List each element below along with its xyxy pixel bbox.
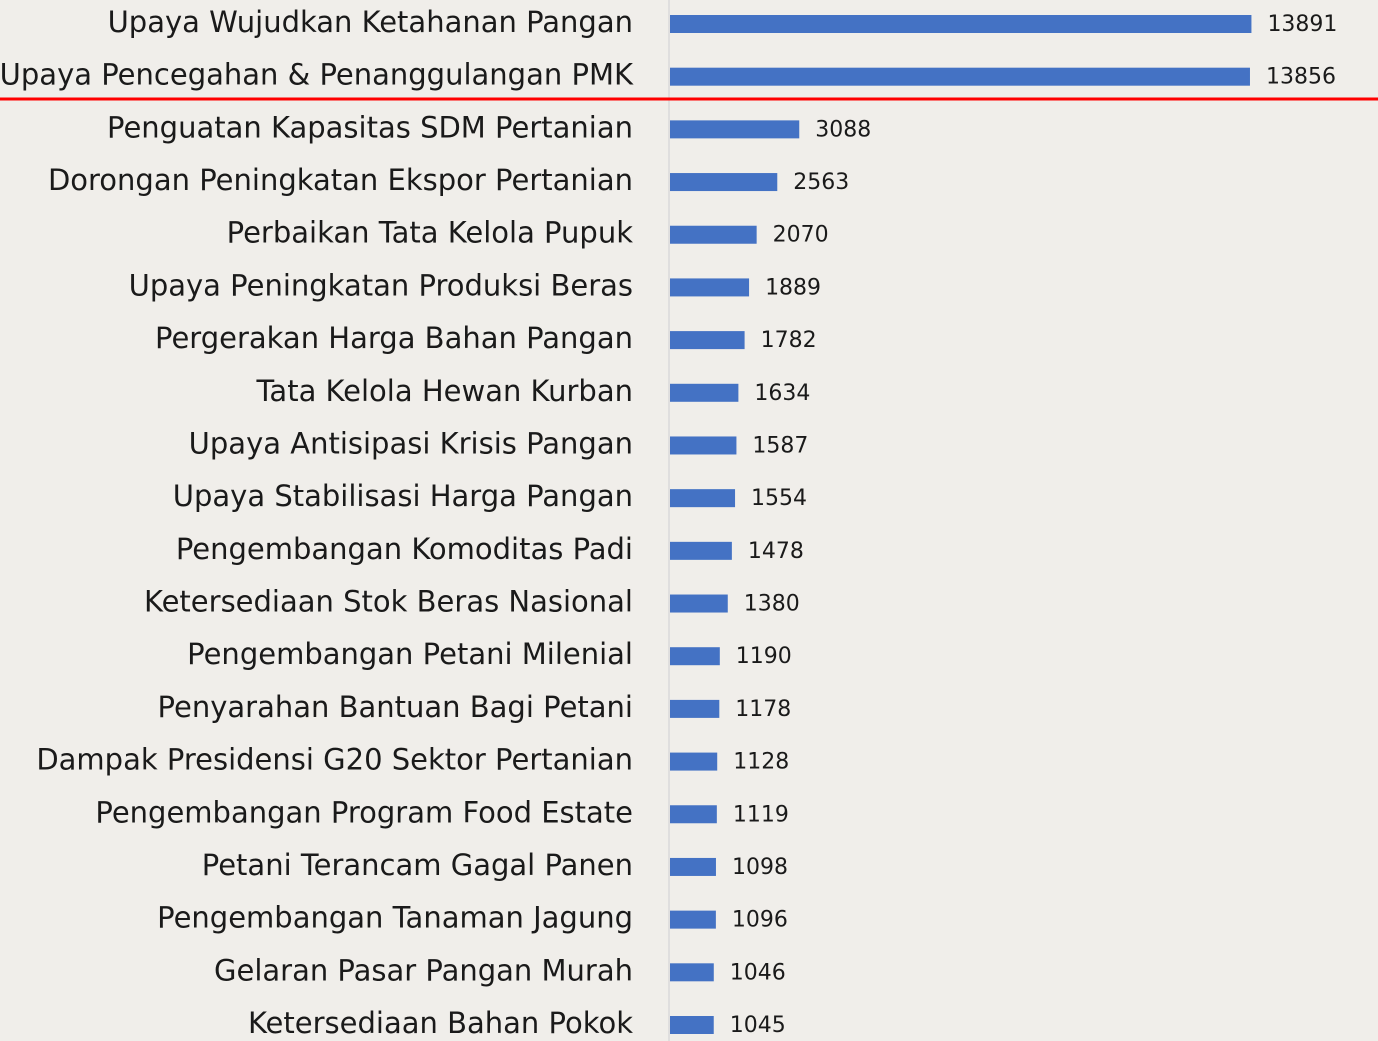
bar: [670, 1016, 714, 1034]
category-label: Penguatan Kapasitas SDM Pertanian: [107, 110, 633, 144]
value-label: 2563: [793, 170, 849, 195]
category-label: Pengembangan Program Food Estate: [95, 795, 633, 829]
category-label: Pengembangan Petani Milenial: [187, 637, 633, 671]
value-label: 1046: [730, 960, 786, 985]
category-label: Upaya Stabilisasi Harga Pangan: [173, 479, 633, 513]
value-label: 1098: [732, 855, 788, 880]
category-label: Tata Kelola Hewan Kurban: [256, 374, 633, 408]
value-label: 1782: [761, 328, 817, 353]
category-label: Ketersediaan Stok Beras Nasional: [144, 585, 633, 619]
category-label: Gelaran Pasar Pangan Murah: [214, 953, 633, 987]
bar: [670, 278, 750, 297]
category-label: Perbaikan Tata Kelola Pupuk: [227, 216, 634, 250]
value-label: 1096: [732, 908, 788, 933]
bar: [670, 805, 717, 824]
bar: [670, 857, 716, 876]
bar: [670, 699, 720, 718]
bar: [670, 173, 778, 192]
category-label: Pergerakan Harga Bahan Pangan: [155, 321, 633, 355]
value-label: 13891: [1267, 12, 1337, 37]
value-label: 1045: [730, 1013, 786, 1038]
value-label: 1554: [751, 486, 807, 511]
category-label: Upaya Peningkatan Produksi Beras: [129, 268, 633, 302]
value-label: 1128: [733, 750, 789, 775]
bar: [670, 910, 716, 929]
bar: [670, 594, 728, 613]
value-label: 13856: [1266, 65, 1336, 90]
bar: [670, 15, 1252, 33]
value-label: 1380: [744, 592, 800, 617]
bar: [670, 383, 739, 402]
value-label: 1178: [735, 697, 791, 722]
category-label: Dorongan Peningkatan Ekspor Pertanian: [48, 163, 633, 197]
value-label: 1587: [752, 433, 808, 458]
value-label: 2070: [773, 223, 829, 248]
category-label: Pengembangan Komoditas Padi: [176, 532, 633, 566]
category-label: Upaya Antisipasi Krisis Pangan: [189, 426, 633, 460]
category-label: Upaya Wujudkan Ketahanan Pangan: [108, 5, 633, 39]
value-label: 1889: [765, 275, 821, 300]
value-label: 3088: [815, 117, 871, 142]
category-label: Penyarahan Bantuan Bagi Petani: [158, 690, 633, 724]
value-label: 1119: [733, 802, 789, 827]
category-label: Upaya Pencegahan & Penanggulangan PMK: [0, 58, 634, 92]
bar: [670, 436, 737, 455]
bar: [670, 647, 720, 666]
bar: [670, 489, 736, 508]
value-label: 1478: [748, 539, 804, 564]
bar: [670, 963, 714, 982]
category-label: Petani Terancam Gagal Panen: [202, 848, 633, 882]
category-label: Pengembangan Tanaman Jagung: [157, 901, 633, 935]
bar: [670, 67, 1250, 86]
value-label: 1190: [736, 644, 792, 669]
bar: [670, 120, 800, 139]
category-label: Ketersediaan Bahan Pokok: [248, 1006, 633, 1040]
bar: [670, 331, 745, 350]
bar: [670, 752, 718, 771]
bar: [670, 225, 757, 244]
bar: [670, 541, 732, 560]
value-label: 1634: [754, 381, 810, 406]
category-label: Dampak Presidensi G20 Sektor Pertanian: [36, 743, 633, 777]
